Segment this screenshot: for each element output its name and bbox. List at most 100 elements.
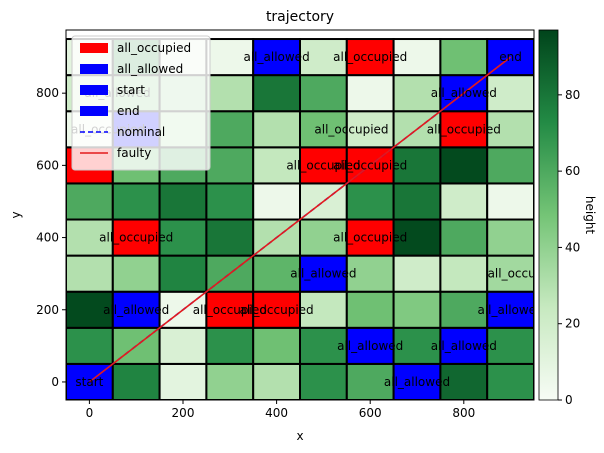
cell-label-all_occupied: all_occupied bbox=[333, 50, 407, 64]
cell-label-start: start bbox=[75, 375, 103, 389]
grid-cell bbox=[439, 254, 489, 293]
colorbar-tick-label: 20 bbox=[565, 317, 580, 331]
cell-label-all_occupied: all_occupied bbox=[333, 231, 407, 245]
cell-all_occupied bbox=[345, 38, 395, 77]
grid-cell bbox=[392, 38, 442, 77]
legend-swatch-end bbox=[80, 106, 108, 116]
grid-cell bbox=[158, 326, 208, 365]
grid-cell bbox=[158, 182, 208, 221]
grid-cell bbox=[66, 254, 114, 293]
cell-label-end: end bbox=[499, 50, 522, 64]
cell-label-all_allowed: all_allowed bbox=[431, 86, 497, 100]
grid-cell bbox=[158, 362, 208, 400]
cell-label-all_allowed: all_allowed bbox=[431, 339, 497, 353]
grid-cell bbox=[392, 182, 442, 221]
colorbar-label: height bbox=[583, 196, 597, 235]
colorbar-tick-label: 80 bbox=[565, 88, 580, 102]
cell-label-all_occupied: all_occupied bbox=[240, 303, 314, 317]
cell-label-all_occupied: all_occupied bbox=[99, 231, 173, 245]
cell-label-overlap: all_occupied bbox=[314, 122, 388, 136]
cell-all_occupied bbox=[439, 110, 489, 149]
cell-label-all_occupied: all_occupied bbox=[427, 122, 501, 136]
trajectory-lines bbox=[88, 56, 512, 383]
series-faulty bbox=[88, 56, 512, 383]
cell-label-all_occupied: all_occupied bbox=[286, 158, 360, 172]
grid-cell bbox=[205, 182, 255, 221]
grid-cell bbox=[111, 182, 161, 221]
grid-cell bbox=[158, 218, 208, 257]
grid-cell bbox=[439, 182, 489, 221]
grid-cell bbox=[111, 254, 161, 293]
grid-cell bbox=[66, 326, 114, 365]
legend-label-all_allowed: all_allowed bbox=[117, 62, 183, 76]
legend-label-all_occupied: all_occupied bbox=[117, 41, 191, 55]
cell-label-all_occupied: all_occupied bbox=[333, 158, 407, 172]
grid-cell bbox=[299, 290, 348, 329]
heatmap-cells bbox=[66, 38, 534, 400]
grid-cell bbox=[205, 74, 255, 113]
y-tick-label: 0 bbox=[51, 375, 59, 389]
grid-cell bbox=[252, 110, 301, 149]
grid-cell bbox=[439, 218, 489, 257]
x-tick-label: 0 bbox=[86, 406, 94, 420]
grid-cell bbox=[345, 74, 395, 113]
grid-cell bbox=[392, 74, 442, 113]
grid-cell bbox=[392, 326, 442, 365]
plot-frame bbox=[65, 29, 535, 401]
y-tick-label: 400 bbox=[36, 231, 59, 245]
cell-label-all_occupied: all_occupied bbox=[193, 303, 267, 317]
grid-cell bbox=[486, 146, 534, 185]
grid-cell bbox=[66, 182, 114, 221]
cell-label-all_allowed: all_allowed bbox=[477, 303, 543, 317]
legend-swatch-all_occupied bbox=[80, 43, 108, 53]
legend-label-nominal: nominal bbox=[117, 125, 165, 139]
x-tick-label: 200 bbox=[172, 406, 195, 420]
cell-all_occupied bbox=[111, 218, 161, 257]
cell-label-overlap: all_occupied bbox=[488, 267, 562, 281]
grid-cell bbox=[345, 182, 395, 221]
colorbar-ticks: 0 20 40 60 80 bbox=[558, 88, 580, 407]
y-tick-label: 600 bbox=[36, 158, 59, 172]
grid-cell bbox=[299, 74, 348, 113]
grid-cell bbox=[486, 254, 534, 293]
colorbar-tick-label: 0 bbox=[565, 393, 573, 407]
grid-cell bbox=[252, 74, 301, 113]
legend-label-end: end bbox=[117, 104, 140, 118]
legend-swatch-start bbox=[80, 85, 108, 95]
grid-cell bbox=[252, 326, 301, 365]
colorbar-tick-label: 40 bbox=[565, 240, 580, 254]
cell-all_occupied bbox=[252, 290, 301, 329]
legend-label-faulty: faulty bbox=[117, 146, 151, 160]
grid-cell bbox=[345, 290, 395, 329]
x-tick-label: 400 bbox=[265, 406, 288, 420]
colorbar-tick-label: 60 bbox=[565, 164, 580, 178]
x-tick-label: 800 bbox=[452, 406, 475, 420]
grid-cell bbox=[111, 362, 161, 400]
y-axis-ticks: 0 200 400 600 800 bbox=[36, 86, 66, 389]
legend-swatch-all_allowed bbox=[80, 64, 108, 74]
grid-cell bbox=[486, 182, 534, 221]
cell-label-all_allowed: all_allowed bbox=[103, 303, 169, 317]
grid-cell bbox=[252, 182, 301, 221]
x-axis-label: x bbox=[296, 429, 303, 443]
grid-cell bbox=[486, 218, 534, 257]
legend-label-start: start bbox=[117, 83, 145, 97]
grid-cell bbox=[392, 290, 442, 329]
grid-cell bbox=[205, 326, 255, 365]
grid-cell bbox=[205, 146, 255, 185]
colorbar bbox=[538, 29, 559, 401]
grid-cell bbox=[486, 110, 534, 149]
chart-title: trajectory bbox=[266, 9, 334, 25]
cell-label-all_allowed: all_allowed bbox=[337, 339, 403, 353]
grid-cell bbox=[486, 362, 534, 400]
y-tick-label: 200 bbox=[36, 303, 59, 317]
cell-all_allowed bbox=[111, 290, 161, 329]
grid-cell bbox=[299, 326, 348, 365]
grid-cell bbox=[158, 254, 208, 293]
grid-cell bbox=[205, 218, 255, 257]
grid-cell bbox=[486, 326, 534, 365]
cell-all_allowed bbox=[439, 326, 489, 365]
grid-cell bbox=[299, 38, 348, 77]
